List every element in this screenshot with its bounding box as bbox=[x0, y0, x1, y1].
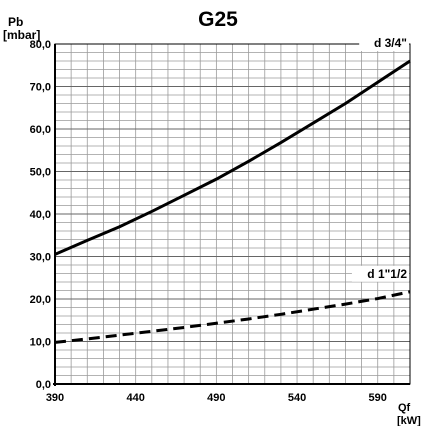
labels: 390 440 490 540 590 0,0 10,0 20,0 30,0 40,0 50,0 60… bbox=[30, 35, 409, 404]
x-axis-label-unit: [kW] bbox=[397, 415, 421, 426]
x-tick-label: 390 bbox=[46, 392, 64, 404]
y-tick-label: 20,0 bbox=[30, 294, 51, 306]
y-tick-label: 60,0 bbox=[30, 124, 51, 136]
series-group bbox=[54, 59, 411, 344]
series-label-1: d 3/4" bbox=[374, 36, 407, 50]
series-label-2: d 1"1/2 bbox=[367, 267, 407, 281]
axes bbox=[53, 43, 411, 386]
y-axis-label-symbol: Pb bbox=[8, 15, 23, 29]
series-line-2 bbox=[54, 290, 411, 344]
x-tick-label: 490 bbox=[207, 392, 225, 404]
x-tick-label: 590 bbox=[369, 392, 387, 404]
series-line-1 bbox=[54, 59, 411, 256]
chart-title: G25 bbox=[198, 8, 238, 31]
series-label-bg bbox=[351, 265, 409, 282]
x-axis-label-symbol: Qf bbox=[398, 402, 411, 414]
grid bbox=[55, 44, 410, 384]
series-label-bg bbox=[359, 35, 409, 51]
x-tick-label: 540 bbox=[288, 392, 306, 404]
y-tick-label: 30,0 bbox=[30, 252, 51, 264]
y-tick-label: 80,0 bbox=[30, 39, 51, 51]
y-axis-label-unit: [mbar] bbox=[3, 28, 40, 42]
y-tick-label: 10,0 bbox=[30, 337, 51, 349]
x-tick-label: 440 bbox=[127, 392, 145, 404]
y-tick-label: 0,0 bbox=[36, 379, 51, 391]
y-tick-label: 50,0 bbox=[30, 167, 51, 179]
y-tick-label: 70,0 bbox=[30, 82, 51, 94]
y-tick-label: 40,0 bbox=[30, 209, 51, 221]
